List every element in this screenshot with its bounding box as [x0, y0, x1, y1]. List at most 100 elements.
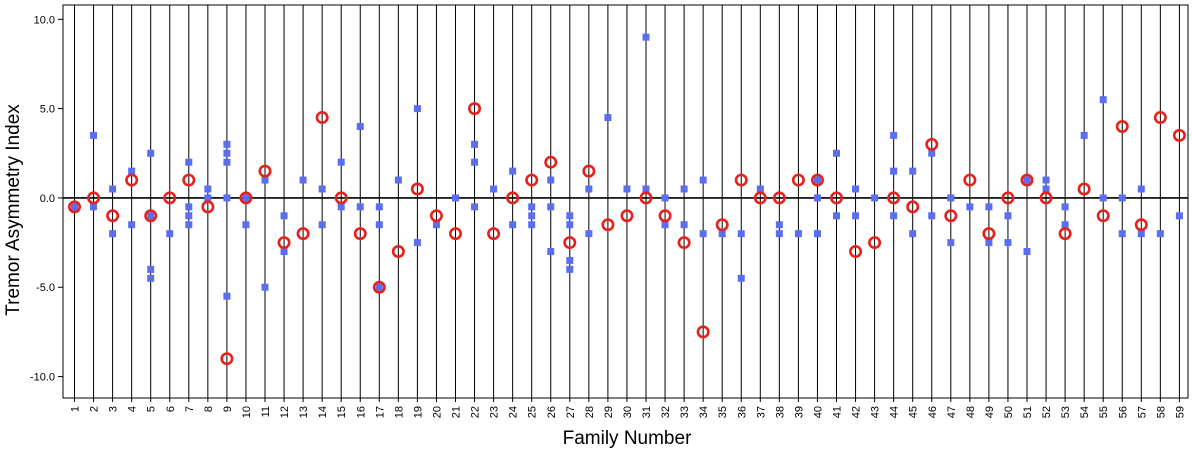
- square-marker: [947, 194, 955, 202]
- x-tick-label: 57: [1136, 406, 1148, 418]
- square-marker: [375, 283, 383, 291]
- x-tick-label: 51: [1022, 406, 1034, 418]
- x-tick-label: 27: [565, 406, 577, 418]
- circle-marker: [582, 164, 596, 178]
- x-tick-label: 35: [717, 406, 729, 418]
- square-marker: [909, 230, 917, 238]
- square-marker: [318, 185, 326, 193]
- square-marker: [833, 212, 840, 220]
- circle-marker: [448, 227, 462, 241]
- circle-marker: [87, 191, 101, 205]
- y-tick-label: -10.0: [30, 372, 55, 384]
- square-marker: [204, 185, 212, 193]
- circle-marker: [487, 227, 501, 241]
- circle-marker: [68, 200, 82, 214]
- circle-marker: [1001, 191, 1015, 205]
- square-marker: [585, 185, 593, 193]
- x-tick-label: 33: [679, 406, 691, 418]
- square-marker: [413, 105, 421, 113]
- square-marker: [337, 158, 345, 166]
- square-marker: [185, 221, 193, 229]
- circle-marker: [1096, 209, 1110, 223]
- square-marker: [1004, 239, 1012, 247]
- circle-marker: [334, 191, 348, 205]
- square-marker: [223, 158, 231, 166]
- x-tick-label: 39: [793, 406, 805, 418]
- circle-marker: [239, 191, 253, 205]
- square-marker: [261, 283, 269, 291]
- circle-marker: [601, 218, 615, 232]
- x-tick-label: 4: [127, 406, 139, 412]
- y-axis: 10.0 5.0 0.0 -5.0 -10.0: [30, 14, 63, 384]
- square-marker: [1099, 194, 1107, 202]
- square-marker: [985, 203, 993, 211]
- square-marker: [318, 221, 326, 229]
- square-marker: [1099, 96, 1107, 104]
- circle-marker: [715, 218, 729, 232]
- square-marker: [775, 221, 783, 229]
- square-marker: [509, 221, 517, 229]
- x-tick-label: 47: [946, 406, 958, 418]
- x-tick-label: 28: [584, 406, 596, 418]
- circle-marker: [1020, 173, 1034, 187]
- square-marker: [909, 167, 917, 175]
- circle-marker: [277, 236, 291, 250]
- square-marker: [1137, 185, 1145, 193]
- square-marker: [375, 221, 383, 229]
- x-tick-label: 11: [260, 406, 272, 417]
- square-marker: [699, 230, 707, 238]
- x-tick-label: 55: [1098, 406, 1110, 418]
- circle-marker: [810, 173, 824, 187]
- x-tick-label: 58: [1155, 406, 1167, 418]
- square-marker: [223, 140, 231, 148]
- square-marker: [147, 274, 155, 282]
- circle-marker: [258, 164, 272, 178]
- circle-marker: [1058, 227, 1072, 241]
- circle-marker: [791, 173, 805, 187]
- x-tick-label: 2: [89, 406, 101, 412]
- square-marker: [794, 230, 802, 238]
- square-marker: [1061, 221, 1069, 229]
- square-marker: [375, 203, 383, 211]
- x-tick-label: 34: [698, 406, 710, 418]
- square-marker: [547, 248, 555, 256]
- x-tick-label: 9: [222, 406, 234, 412]
- circle-marker: [753, 191, 767, 205]
- circle-marker: [506, 191, 520, 205]
- y-tick-label: 10.0: [34, 14, 55, 26]
- square-marker: [1080, 131, 1088, 139]
- x-tick-label: 32: [660, 406, 672, 418]
- family-grid-lines: [74, 5, 1180, 398]
- circle-marker: [620, 209, 634, 223]
- x-tick-label: 59: [1174, 406, 1186, 418]
- x-tick-label: 46: [927, 406, 939, 418]
- data-markers: [68, 33, 1186, 366]
- circle-marker: [696, 325, 710, 339]
- square-marker: [813, 230, 821, 238]
- x-tick-label: 23: [489, 406, 501, 418]
- x-tick-label: 20: [431, 406, 443, 418]
- square-marker: [566, 212, 574, 220]
- square-marker: [737, 230, 745, 238]
- x-tick-label: 31: [641, 406, 653, 418]
- square-marker: [128, 221, 136, 229]
- x-tick-label: 17: [374, 406, 386, 418]
- square-marker: [871, 194, 879, 202]
- x-tick-label: 43: [870, 406, 882, 418]
- circle-marker: [391, 245, 405, 259]
- x-tick-label: 22: [470, 406, 482, 418]
- square-marker: [833, 149, 840, 157]
- square-marker: [890, 131, 898, 139]
- x-tick-label: 8: [203, 406, 215, 412]
- square-marker: [147, 212, 155, 220]
- x-tick-label: 24: [508, 406, 520, 418]
- square-marker: [356, 122, 364, 130]
- x-tick-label: 56: [1117, 406, 1129, 418]
- x-tick-label: 53: [1060, 406, 1072, 418]
- circle-marker: [887, 191, 901, 205]
- x-tick-label: 29: [603, 406, 615, 418]
- square-marker: [718, 230, 726, 238]
- x-tick-label: 26: [546, 406, 558, 418]
- square-marker: [223, 149, 231, 157]
